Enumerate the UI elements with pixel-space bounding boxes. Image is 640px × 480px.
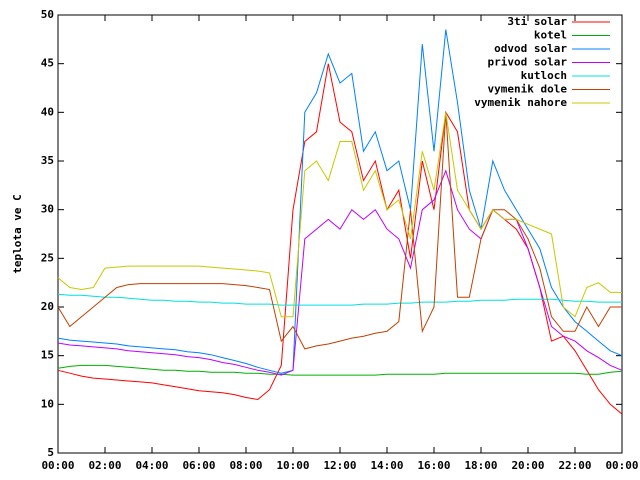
x-tick-label: 12:00 [323, 459, 356, 472]
legend-label: 3ti solar [507, 15, 567, 28]
y-tick-label: 15 [41, 349, 54, 362]
x-tick-label: 02:00 [88, 459, 121, 472]
y-tick-label: 25 [41, 251, 54, 264]
x-tick-label: 14:00 [370, 459, 403, 472]
x-tick-label: 00:00 [605, 459, 638, 472]
y-tick-label: 20 [41, 300, 54, 313]
y-tick-label: 5 [47, 446, 54, 459]
y-tick-label: 45 [41, 57, 54, 70]
x-tick-label: 20:00 [511, 459, 544, 472]
data-line [57, 63, 623, 415]
x-tick-label: 16:00 [417, 459, 450, 472]
data-line [57, 169, 623, 376]
legend-label: privod solar [488, 56, 568, 69]
y-tick-label: 40 [41, 105, 54, 118]
data-line [57, 364, 623, 376]
x-tick-label: 08:00 [229, 459, 262, 472]
legend-label: kutloch [521, 69, 567, 82]
x-tick-label: 18:00 [464, 459, 497, 472]
data-line [57, 293, 622, 306]
x-tick-label: 10:00 [276, 459, 309, 472]
legend-label: odvod solar [494, 42, 567, 55]
data-line [57, 112, 622, 350]
y-axis-label: teplota ve C [11, 194, 24, 273]
legend-label: vymenik nahore [474, 96, 567, 109]
x-tick-label: 22:00 [558, 459, 591, 472]
data-line [57, 29, 623, 374]
x-tick-label: 06:00 [182, 459, 215, 472]
y-tick-label: 50 [41, 8, 54, 21]
y-tick-label: 10 [41, 397, 54, 410]
legend-label: vymenik dole [488, 83, 568, 96]
y-tick-label: 30 [41, 203, 54, 216]
x-tick-label: 00:00 [41, 459, 74, 472]
y-tick-label: 35 [41, 154, 54, 167]
data-line [57, 112, 622, 318]
x-tick-label: 04:00 [135, 459, 168, 472]
legend-label: kotel [534, 29, 567, 42]
